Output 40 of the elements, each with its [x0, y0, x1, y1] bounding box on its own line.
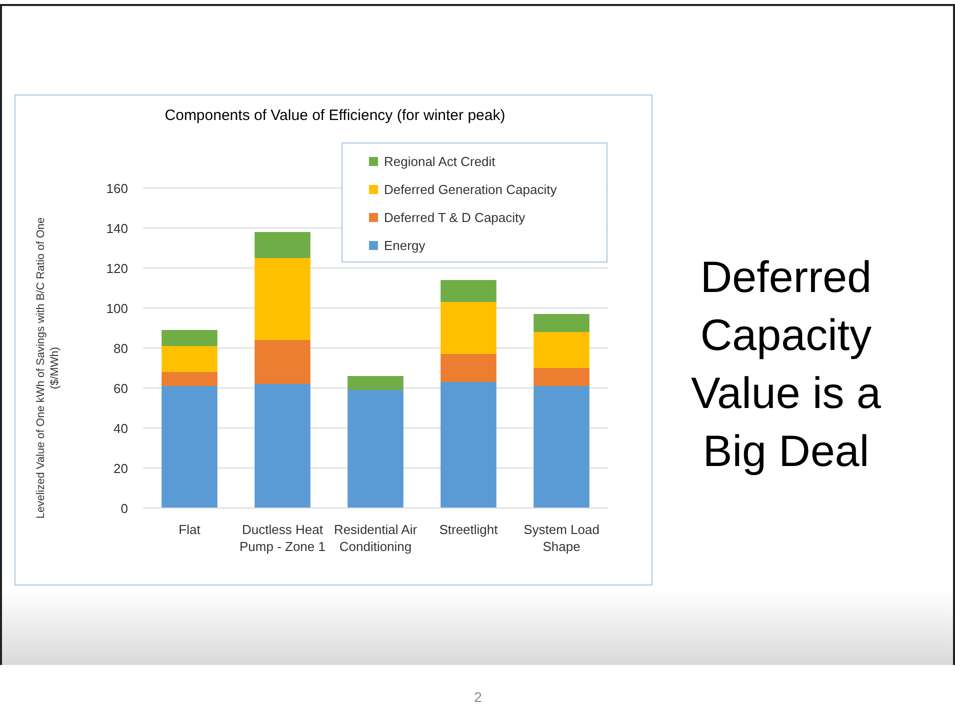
bar: [440, 354, 496, 382]
bar: [162, 386, 218, 508]
legend-label: Deferred T & D Capacity: [384, 210, 526, 225]
bar: [162, 372, 218, 386]
y-tick-label: 140: [106, 221, 128, 236]
bar: [254, 340, 310, 384]
y-tick-label: 0: [120, 501, 128, 516]
bar: [348, 390, 404, 508]
bar: [440, 280, 496, 302]
text: 2: [474, 689, 482, 705]
bar: [254, 232, 310, 258]
x-tick-label: Streetlight: [439, 522, 498, 537]
y-tick-label: 120: [106, 261, 128, 276]
bar: [534, 386, 590, 508]
y-tick-label: 100: [106, 301, 128, 316]
bar: [348, 376, 404, 390]
bar: [162, 346, 218, 372]
y-tick-label: 60: [114, 381, 128, 396]
x-tick-label: System Load Shape: [524, 522, 600, 554]
text: Deferred Capacity Value is a Big Deal: [691, 253, 882, 476]
bar: [440, 382, 496, 508]
legend-label: Energy: [384, 238, 426, 253]
bar: [534, 332, 590, 368]
legend-label: Deferred Generation Capacity: [384, 182, 558, 197]
legend-label: Regional Act Credit: [384, 154, 496, 169]
bar: [534, 368, 590, 386]
y-tick-label: 40: [114, 421, 128, 436]
bar: [440, 302, 496, 354]
y-tick-label: 20: [114, 461, 128, 476]
y-tick-label: 80: [114, 341, 128, 356]
x-tick-label: Ductless Heat Pump - Zone 1: [240, 522, 326, 554]
y-axis-title: Levelized Value of One kWh of Savings with B/C Ratio of One ($/MWh): [35, 217, 61, 519]
bar: [162, 330, 218, 346]
bar: [254, 384, 310, 508]
bar: [534, 314, 590, 332]
x-tick-label: Flat: [178, 522, 201, 537]
x-tick-label: Residential Air Conditioning: [334, 522, 418, 554]
bar: [254, 258, 310, 340]
y-tick-label: 160: [106, 181, 128, 196]
chart-title: Components of Value of Efficiency (for winter peak): [164, 107, 506, 124]
